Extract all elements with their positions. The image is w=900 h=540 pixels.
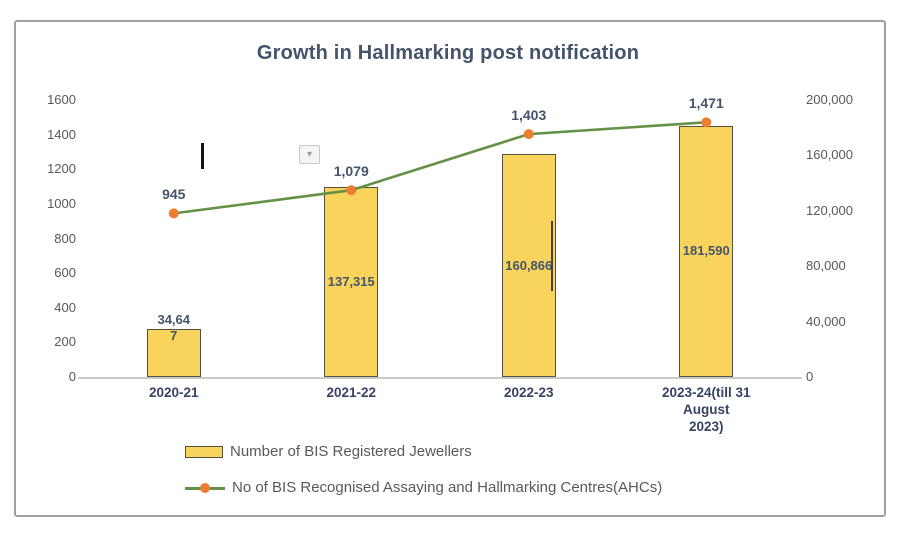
line-series-swatch-icon [185, 482, 225, 494]
bar-label-3: 181,590 [682, 243, 730, 259]
line-label-0: 945 [162, 186, 186, 203]
category-label-0: 2020-21 [148, 385, 199, 400]
ahc-line-series [168, 117, 712, 219]
left-tick-0: 0 [68, 369, 76, 384]
legend-item-jewellers: Number of BIS Registered Jewellers [185, 443, 662, 460]
x-axis-line [78, 377, 802, 379]
legend-label-jewellers: Number of BIS Registered Jewellers [230, 443, 472, 460]
line-label-1: 1,079 [333, 163, 369, 180]
left-tick-1600: 1600 [47, 92, 76, 107]
bar-1 [324, 186, 379, 377]
right-tick-160,000: 160,000 [806, 147, 853, 163]
category-axis: 2020-21 2021-22 2022-23 2023-24(till 31 Augu… [85, 384, 795, 444]
line-label-3: 1,471 [688, 95, 724, 112]
bar-3 [679, 125, 734, 377]
left-tick-1200: 1200 [47, 161, 76, 177]
right-tick-40,000: 40,000 [806, 313, 846, 329]
line-marker-0 [168, 208, 179, 219]
bar-2 [501, 154, 556, 377]
chevron-down-icon[interactable]: ▾ [299, 145, 320, 164]
legend-label-ahcs: No of BIS Recognised Assaying and Hallma… [232, 479, 663, 496]
chart-frame [14, 20, 886, 517]
line-marker-2 [523, 129, 534, 140]
left-tick-800: 800 [54, 230, 76, 246]
legend-item-ahcs: No of BIS Recognised Assaying and Hallma… [185, 479, 662, 496]
stray-line-mark [551, 221, 553, 291]
right-tick-120,000: 120,000 [806, 202, 853, 218]
chart-title: Growth in Hallmarking post notification [256, 42, 640, 64]
right-axis: 0 40,000 80,000 120,000 160,000 200,000 [806, 92, 880, 385]
bar-series-swatch-icon [185, 445, 223, 458]
left-tick-1400: 1400 [47, 126, 76, 142]
bar-label-1: 137,315 [327, 273, 375, 289]
plot-area: 34,64 7 137,315 160,866 181,590 945 1,079 1,403… [85, 95, 795, 377]
right-tick-200,000: 200,000 [806, 92, 853, 107]
legend: Number of BIS Registered Jewellers No of… [185, 443, 662, 496]
combo-line [173, 121, 707, 215]
right-tick-80,000: 80,000 [806, 258, 846, 274]
left-axis: 0 200 400 600 800 1000 1200 1400 1600 [16, 92, 76, 385]
bar-label-2: 160,866 [505, 257, 553, 273]
line-label-2: 1,403 [511, 107, 547, 124]
left-tick-600: 600 [54, 265, 76, 281]
bar-0 [146, 329, 201, 377]
left-tick-200: 200 [54, 334, 76, 350]
line-marker-3 [701, 117, 712, 128]
category-label-1: 2021-22 [326, 385, 377, 400]
text-cursor-mark [201, 143, 204, 169]
left-tick-1000: 1000 [47, 195, 76, 211]
left-tick-400: 400 [54, 299, 76, 315]
right-tick-0: 0 [806, 369, 814, 384]
category-label-2: 2022-23 [503, 385, 554, 400]
line-marker-1 [346, 185, 357, 196]
bar-label-0: 34,64 7 [157, 312, 191, 343]
category-label-3: 2023-24(till 31 August 2023) [661, 385, 751, 434]
